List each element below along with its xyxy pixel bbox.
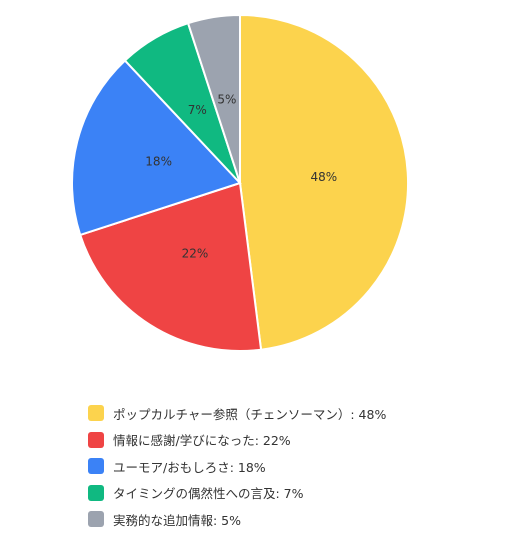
legend-label: ユーモア/おもしろさ: 18% <box>113 459 266 475</box>
legend-item[interactable]: ユーモア/おもしろさ: 18% <box>88 453 498 480</box>
pie-chart: 48% 22% 18% 7% 5% <box>70 13 409 353</box>
legend-item[interactable]: 実務的な追加情報: 5% <box>88 506 498 533</box>
legend-item[interactable]: 情報に感謝/学びになった: 22% <box>88 427 498 454</box>
slice-value-label: 7% <box>188 103 207 117</box>
legend-label: 実務的な追加情報: 5% <box>113 512 242 528</box>
pie-slice[interactable] <box>239 13 409 351</box>
slice-value-label: 18% <box>145 155 172 169</box>
legend-swatch <box>88 484 104 501</box>
legend-swatch <box>88 405 104 422</box>
legend-item[interactable]: タイミングの偶然性への言及: 7% <box>88 480 498 507</box>
slice-value-label: 5% <box>217 93 236 107</box>
legend-swatch <box>88 458 104 475</box>
slice-value-label: 22% <box>182 246 209 260</box>
pie-slice[interactable] <box>70 59 242 237</box>
pie-slice[interactable] <box>78 181 263 353</box>
slice-value-label: 48% <box>310 170 337 184</box>
legend-label: ポップカルチャー参照（チェンソーマン）: 48% <box>113 406 387 422</box>
legend-label: 情報に感謝/学びになった: 22% <box>113 433 291 449</box>
legend-swatch <box>88 511 104 528</box>
legend-label: タイミングの偶然性への言及: 7% <box>113 486 304 502</box>
legend: ポップカルチャー参照（チェンソーマン）: 48% 情報に感謝/学びになった: 2… <box>88 400 498 533</box>
pie-slice[interactable] <box>186 13 241 184</box>
legend-item[interactable]: ポップカルチャー参照（チェンソーマン）: 48% <box>88 400 498 427</box>
legend-swatch <box>88 431 104 448</box>
